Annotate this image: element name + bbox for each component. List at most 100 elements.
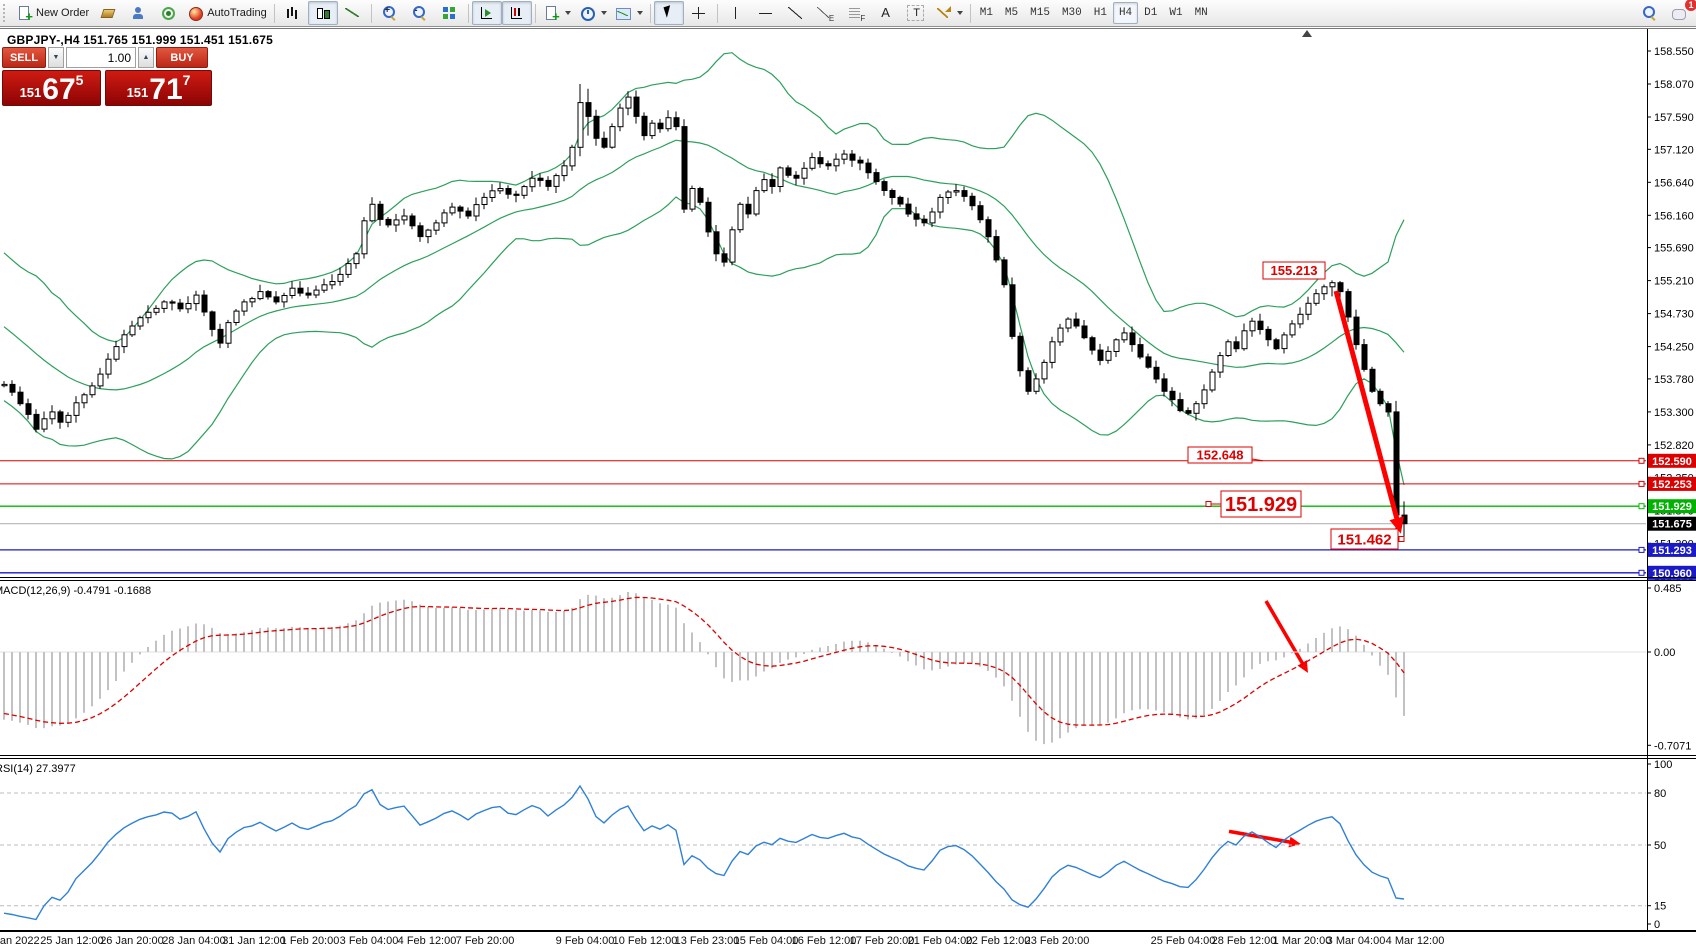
svg-text:Jan 2022: Jan 2022 [0,935,40,947]
search-button[interactable] [1634,1,1664,25]
text-button[interactable] [871,1,901,25]
periods-button[interactable] [575,1,611,25]
timeframe-w1[interactable]: W1 [1169,7,1183,19]
svg-text:158.070: 158.070 [1654,79,1694,91]
axis-badge-151.929 [1648,499,1696,514]
toolbar-separator [534,3,536,23]
line-anchor[interactable] [1638,569,1645,576]
chart-objects[interactable]: 155.213 152.648 151.929 151.462 [1187,30,1645,848]
arrows-button[interactable] [931,1,967,25]
line-chart-button[interactable] [338,1,368,25]
templates-button[interactable] [611,1,647,25]
buy-button[interactable]: BUY [156,47,208,68]
macd-label: MACD(12,26,9) -0.4791 -0.1688 [0,585,151,597]
auto-scroll-button[interactable] [471,1,502,25]
price-label-box[interactable] [1220,490,1302,518]
vertical-line-button[interactable] [721,1,751,25]
new-order-label: New Order [36,7,90,19]
objects-eraser-button[interactable] [93,1,123,25]
fibonacci-button[interactable] [841,1,871,25]
svg-text:158.550: 158.550 [1654,46,1694,58]
svg-text:1 Mar 20:00: 1 Mar 20:00 [1273,935,1332,947]
profile-button[interactable] [123,1,153,25]
svg-text:80: 80 [1654,788,1666,800]
timeframe-mn[interactable]: MN [1194,7,1208,19]
document-plus-icon [16,5,33,24]
volume-decrease-button[interactable]: ▼ [48,47,64,68]
chart-title: GBPJPY-,H4 151.765 151.999 151.451 151.6… [7,33,273,47]
trend-arrow-main[interactable] [1333,290,1404,534]
horizontal-line-button[interactable] [751,1,781,25]
notifications-button[interactable]: 1 [1664,0,1696,25]
chevron-down-icon [636,11,643,15]
svg-text:23 Feb 20:00: 23 Feb 20:00 [1025,935,1090,947]
line-anchor[interactable] [1638,546,1645,553]
new-chart-icon [543,5,560,24]
rsi-panel[interactable]: RSI(14) 27.3977 [0,763,1646,921]
svg-text:-0.7071: -0.7071 [1654,740,1691,752]
timeframe-h4[interactable]: H4 [1112,2,1139,24]
tile-windows-button[interactable] [435,1,465,25]
svg-text:1 Feb 20:00: 1 Feb 20:00 [281,935,340,947]
main-price-panel[interactable] [0,52,1646,574]
line-anchor[interactable] [1638,503,1645,510]
tile-windows-icon [441,5,458,21]
bar-chart-button[interactable] [278,1,308,25]
timeframe-m5[interactable]: M5 [1004,7,1019,19]
buy-price-box[interactable]: 151 71 7 [105,70,212,106]
toolbar-grip[interactable] [3,4,9,22]
price-label-box[interactable] [1262,261,1326,280]
chart-background [0,28,1696,947]
svg-text:4 Feb 12:00: 4 Feb 12:00 [398,935,457,947]
channel-button[interactable] [811,1,841,25]
svg-text:50: 50 [1654,840,1666,852]
svg-text:152.590: 152.590 [1652,456,1692,468]
line-anchor[interactable] [1638,480,1645,487]
timeframe-d1[interactable]: D1 [1144,7,1158,19]
vertical-line-icon [727,5,744,21]
bollinger-lower-band [3,196,1405,486]
cursor-button[interactable] [653,1,684,25]
line-anchor[interactable] [1638,457,1645,464]
timeframe-m15[interactable]: M15 [1030,7,1050,19]
price-label-box[interactable] [1187,446,1253,464]
svg-text:26 Jan 20:00: 26 Jan 20:00 [100,935,164,947]
auto-scroll-icon [478,5,495,21]
sell-button[interactable]: SELL [2,47,46,68]
sell-price-main: 67 [42,73,76,106]
template-icon [615,5,632,21]
zoom-out-button[interactable]: - [405,1,435,25]
macd-panel[interactable]: MACD(12,26,9) -0.4791 -0.1688 [0,585,1646,745]
timeframe-m30[interactable]: M30 [1061,7,1082,19]
svg-text:100: 100 [1654,759,1672,771]
panel-separators[interactable] [0,28,1696,932]
line-chart-icon [344,5,361,21]
chart-shift-button[interactable] [501,1,532,25]
zoom-in-icon: + [381,5,398,21]
autotrading-button[interactable]: AutoTrading [183,1,271,25]
svg-text:0: 0 [1654,919,1660,931]
sell-price-box[interactable]: 151 67 5 [2,70,101,106]
volume-increase-button[interactable]: ▲ [138,47,154,68]
new-order-button[interactable]: New Order [12,1,93,25]
svg-text:151.293: 151.293 [1652,545,1692,557]
timeframe-h1[interactable]: H1 [1093,7,1107,19]
trend-arrow-macd[interactable] [1264,600,1308,673]
timeframe-m1[interactable]: M1 [979,7,993,19]
label-icon [907,5,925,21]
candlestick-chart-button[interactable] [307,1,338,25]
volume-input[interactable] [66,47,136,68]
signals-button[interactable] [153,1,183,25]
zoom-in-button[interactable]: + [375,1,405,25]
svg-text:25 Jan 12:00: 25 Jan 12:00 [40,935,104,947]
indicators-button[interactable] [539,1,575,25]
price-label-box[interactable] [1330,528,1399,550]
svg-text:152.820: 152.820 [1654,440,1694,452]
trendline-button[interactable] [781,1,811,25]
svg-text:157.120: 157.120 [1654,144,1694,156]
svg-text:156.640: 156.640 [1654,177,1694,189]
svg-text:17 Feb 20:00: 17 Feb 20:00 [850,935,915,947]
text-label-button[interactable] [901,1,931,25]
crosshair-button[interactable] [684,1,714,25]
